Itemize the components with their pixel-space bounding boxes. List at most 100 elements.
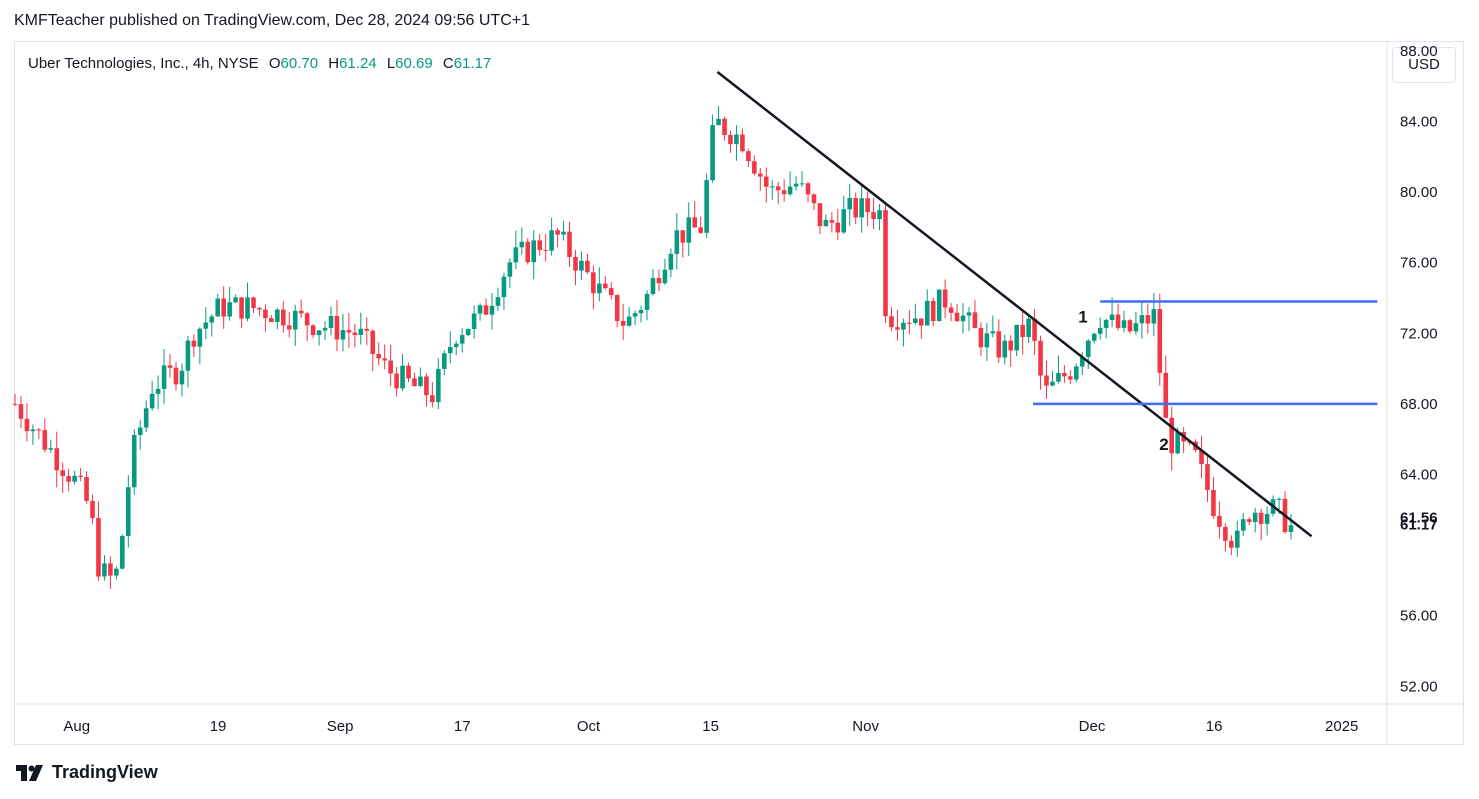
candle-body bbox=[1044, 375, 1049, 386]
candle-body bbox=[465, 328, 471, 336]
candle-body bbox=[221, 298, 226, 317]
candle-body bbox=[608, 288, 614, 296]
candle-body bbox=[370, 330, 376, 354]
candle-body bbox=[1139, 315, 1145, 324]
candle-body bbox=[191, 340, 197, 347]
close-label: C bbox=[442, 55, 454, 72]
symbol-name: Uber Technologies, Inc., 4h, NYSE bbox=[28, 55, 259, 72]
candle-body bbox=[179, 370, 185, 385]
candle-body bbox=[1199, 450, 1204, 465]
candles-group bbox=[12, 106, 1294, 589]
candle-body bbox=[883, 210, 888, 317]
candle-body bbox=[602, 283, 608, 289]
candle-body bbox=[1217, 515, 1222, 527]
candle-body bbox=[960, 315, 966, 322]
candle-body bbox=[149, 393, 155, 409]
x-tick-label: Nov bbox=[852, 718, 879, 735]
candle-body bbox=[167, 365, 173, 368]
candle-body bbox=[215, 298, 221, 317]
candle-body bbox=[334, 316, 340, 340]
candle-body bbox=[1121, 320, 1127, 328]
low-label: L bbox=[386, 55, 396, 72]
candle-body bbox=[990, 331, 996, 334]
candle-body bbox=[841, 209, 847, 233]
candle-body bbox=[453, 343, 459, 347]
candle-body bbox=[966, 312, 972, 316]
candle-body bbox=[716, 118, 721, 126]
x-tick-label: 15 bbox=[702, 718, 719, 735]
candle-body bbox=[781, 190, 787, 195]
open-value: 60.70 bbox=[280, 55, 319, 72]
candle-body bbox=[400, 365, 405, 389]
candle-body bbox=[114, 568, 119, 576]
candle-body bbox=[209, 316, 215, 323]
candle-body bbox=[591, 272, 596, 294]
candle-body bbox=[865, 198, 870, 213]
candle-body bbox=[424, 376, 429, 396]
candle-body bbox=[251, 297, 256, 309]
candle-body bbox=[692, 217, 698, 228]
candle-body bbox=[1109, 314, 1115, 320]
candle-body bbox=[489, 305, 495, 315]
currency-button[interactable]: USD bbox=[1392, 47, 1456, 83]
candle-body bbox=[579, 260, 584, 271]
candle-body bbox=[972, 312, 978, 329]
candle-body bbox=[799, 183, 805, 185]
candle-body bbox=[233, 297, 238, 303]
candle-body bbox=[66, 475, 71, 482]
candle-body bbox=[394, 373, 399, 389]
candle-body bbox=[18, 404, 24, 419]
candle-body bbox=[1008, 340, 1014, 351]
x-tick-label: Dec bbox=[1079, 718, 1106, 735]
candle-body bbox=[340, 330, 346, 340]
candle-body bbox=[859, 198, 864, 218]
candle-body bbox=[1079, 357, 1085, 367]
x-tick-label: Aug bbox=[63, 718, 90, 735]
candle-body bbox=[275, 309, 280, 323]
candle-body bbox=[1026, 318, 1031, 338]
candle-body bbox=[406, 365, 411, 379]
candle-body bbox=[740, 134, 745, 152]
trendline bbox=[716, 71, 1313, 538]
candle-body bbox=[30, 429, 36, 432]
candle-body bbox=[853, 197, 859, 218]
candle-body bbox=[12, 403, 18, 405]
candle-body bbox=[471, 313, 477, 329]
candle-body bbox=[1091, 333, 1097, 341]
candle-body bbox=[364, 328, 370, 331]
candle-body bbox=[388, 360, 393, 374]
candle-body bbox=[376, 353, 382, 359]
candle-body bbox=[626, 316, 632, 326]
candle-body bbox=[978, 328, 984, 348]
chart-frame bbox=[14, 41, 1464, 745]
candle-body bbox=[889, 316, 894, 328]
candle-body bbox=[316, 330, 322, 336]
candle-body bbox=[954, 312, 960, 322]
candle-body bbox=[292, 310, 298, 330]
candle-body bbox=[817, 203, 823, 227]
candle-body bbox=[358, 328, 364, 335]
candle-body bbox=[680, 230, 686, 243]
low-value: 60.69 bbox=[395, 55, 433, 72]
candle-body bbox=[1246, 519, 1252, 522]
candle-body bbox=[257, 308, 262, 310]
candle-body bbox=[1211, 489, 1216, 516]
candle-body bbox=[108, 563, 113, 576]
candle-body bbox=[758, 173, 763, 177]
candle-body bbox=[1163, 372, 1169, 418]
x-tick-label: Oct bbox=[577, 718, 601, 735]
candle-body bbox=[996, 331, 1002, 358]
candle-body bbox=[907, 322, 912, 324]
candle-body bbox=[662, 269, 668, 284]
candle-body bbox=[346, 330, 352, 333]
candle-body bbox=[1151, 309, 1157, 324]
candle-body bbox=[1056, 373, 1061, 382]
x-tick-label: 16 bbox=[1206, 718, 1223, 735]
candle-body bbox=[322, 327, 328, 331]
candle-body bbox=[418, 376, 423, 387]
high-label: H bbox=[328, 55, 340, 72]
candle-body bbox=[877, 210, 882, 220]
candle-body bbox=[913, 318, 918, 323]
candle-body bbox=[835, 222, 841, 233]
